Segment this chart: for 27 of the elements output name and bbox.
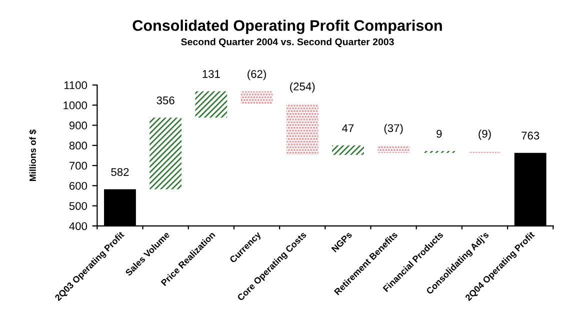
- data-label: (37): [384, 124, 403, 134]
- bar: [195, 91, 228, 118]
- chart-subtitle: Second Quarter 2004 vs. Second Quarter 2003: [181, 38, 394, 48]
- y-tick-label: 900: [69, 122, 88, 130]
- y-tick-label: 700: [69, 162, 88, 170]
- data-label: 9: [436, 130, 442, 138]
- data-label: (62): [248, 70, 266, 80]
- y-tick-label: 500: [69, 202, 88, 210]
- bar: [332, 145, 364, 155]
- y-tick-label: 800: [69, 142, 88, 150]
- data-label: (9): [478, 130, 491, 140]
- bar: [286, 104, 318, 155]
- data-label: 763: [522, 132, 540, 140]
- data-label: 131: [202, 70, 220, 78]
- bar: [150, 118, 182, 190]
- y-tick-label: 1000: [64, 101, 88, 110]
- chart-title: Consolidated Operating Profit Comparison: [132, 20, 442, 34]
- y-tick-label: 600: [69, 182, 88, 190]
- data-label: 356: [156, 96, 174, 104]
- bar: [240, 91, 273, 104]
- data-label: (254): [290, 82, 315, 93]
- data-label: 47: [342, 124, 354, 132]
- bar: [378, 145, 410, 153]
- y-axis-title: Millions of $: [29, 130, 37, 181]
- y-tick-label: 1100: [64, 81, 88, 90]
- y-tick-label: 400: [69, 222, 88, 230]
- data-label: 582: [111, 168, 129, 176]
